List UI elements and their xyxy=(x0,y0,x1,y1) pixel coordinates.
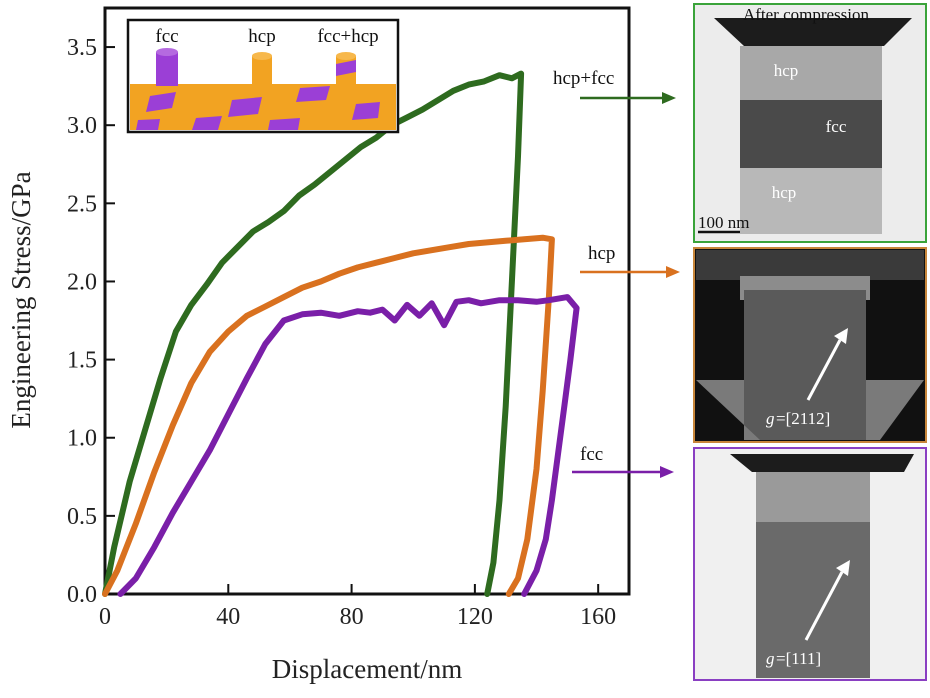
annotation-hcp-fcc: hcp+fcc xyxy=(553,68,614,89)
tem-panel-fcc: g =[111] xyxy=(693,447,927,681)
arrow-hcp-fcc xyxy=(580,92,676,104)
tem-label-fcc: fcc xyxy=(826,117,847,136)
tem-indenter-top xyxy=(714,18,912,46)
series-line-hcp xyxy=(102,234,555,597)
inset-pillar-top xyxy=(156,48,178,56)
inset-label-fcc-hcp: fcc+hcp xyxy=(317,26,378,47)
g-vector-bottom: =[111] xyxy=(776,649,821,668)
y-tick-label: 3.0 xyxy=(67,113,97,139)
series-layer xyxy=(102,70,580,597)
x-tick-labels: 0 40 80 120 160 xyxy=(99,604,616,630)
g-vector-arrow-bottom xyxy=(804,571,844,641)
y-tick-label: 1.5 xyxy=(67,348,97,374)
g-vector-arrow-middle xyxy=(806,339,842,401)
annotation-fcc: fcc xyxy=(580,444,603,465)
arrow-fcc xyxy=(572,466,674,478)
series-line-fcc xyxy=(117,294,580,597)
arrow-hcp xyxy=(580,266,680,278)
inset-pillar-mixed-band xyxy=(336,60,356,76)
g-vector-prefix-middle: g xyxy=(766,409,775,428)
inset-grain xyxy=(136,119,160,130)
inset-grain xyxy=(192,116,222,130)
tem-pillar-middle xyxy=(744,290,866,440)
x-tick-label: 40 xyxy=(216,604,240,630)
g-vector-middle: =[2112] xyxy=(776,409,830,428)
scale-bar-label: 100 nm xyxy=(698,213,749,232)
x-axis-title: Displacement/nm xyxy=(272,654,462,684)
y-tick-label: 0.0 xyxy=(67,582,97,608)
x-tick-label: 80 xyxy=(340,604,364,630)
tem-panel-hcp-fcc: After compression hcp fcc hcp 100 nm xyxy=(693,3,927,243)
tem-title: After compression xyxy=(743,5,870,24)
tem-label-hcp-lower: hcp xyxy=(772,183,797,202)
inset-grain xyxy=(268,118,300,130)
inset-pillar-hcp xyxy=(252,56,272,86)
tem-panel-hcp: g =[2112] xyxy=(693,247,927,443)
x-tick-label: 160 xyxy=(580,604,616,630)
y-tick-label: 1.0 xyxy=(67,426,97,452)
inset-grain xyxy=(296,86,330,102)
inset-pillar-top xyxy=(336,52,356,60)
inset-grain xyxy=(352,102,380,120)
tem-label-hcp-upper: hcp xyxy=(774,61,799,80)
g-vector-prefix-bottom: g xyxy=(766,649,775,668)
inset-schematic: fcc hcp fcc+hcp xyxy=(126,18,400,134)
tem-fcc-band xyxy=(740,100,882,170)
inset-pillar-top xyxy=(252,52,272,60)
inset-substrate xyxy=(130,84,396,130)
inset-grain xyxy=(228,97,262,117)
annotation-hcp: hcp xyxy=(588,243,615,264)
x-tick-label: 0 xyxy=(99,604,111,630)
inset-grain xyxy=(146,92,176,112)
y-tick-label: 2.0 xyxy=(67,269,97,295)
x-tick-label: 120 xyxy=(457,604,493,630)
inset-label-fcc: fcc xyxy=(155,26,178,47)
inset-label-hcp: hcp xyxy=(248,26,275,47)
y-tick-labels: 0.0 0.5 1.0 1.5 2.0 2.5 3.0 3.5 xyxy=(67,35,97,608)
series-line-hcp-fcc xyxy=(102,70,525,597)
y-tick-label: 0.5 xyxy=(67,504,97,530)
inset-pillar-fcc xyxy=(156,52,178,86)
y-tick-label: 2.5 xyxy=(67,191,97,217)
y-axis-title: Engineering Stress/GPa xyxy=(6,171,36,428)
y-tick-label: 3.5 xyxy=(67,35,97,61)
